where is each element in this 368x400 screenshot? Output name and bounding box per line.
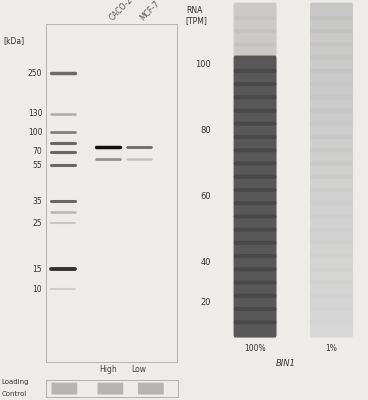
FancyBboxPatch shape — [234, 267, 277, 285]
FancyBboxPatch shape — [310, 16, 353, 33]
FancyBboxPatch shape — [310, 201, 353, 218]
Text: RNA
[TPM]: RNA [TPM] — [186, 6, 208, 25]
Text: Low: Low — [131, 364, 146, 374]
FancyBboxPatch shape — [310, 267, 353, 285]
FancyBboxPatch shape — [234, 108, 277, 126]
Text: 80: 80 — [201, 126, 211, 135]
Text: 130: 130 — [28, 109, 42, 118]
Text: 40: 40 — [201, 258, 211, 267]
FancyBboxPatch shape — [234, 82, 277, 100]
FancyBboxPatch shape — [234, 162, 277, 179]
Text: 10: 10 — [33, 285, 42, 294]
Text: 70: 70 — [33, 147, 42, 156]
FancyBboxPatch shape — [138, 383, 164, 394]
Text: 60: 60 — [201, 192, 211, 201]
Text: [kDa]: [kDa] — [3, 36, 24, 45]
FancyBboxPatch shape — [234, 214, 277, 232]
FancyBboxPatch shape — [234, 29, 277, 46]
Text: MCF-7: MCF-7 — [139, 0, 162, 23]
FancyBboxPatch shape — [234, 175, 277, 192]
Text: 250: 250 — [28, 68, 42, 78]
FancyBboxPatch shape — [310, 280, 353, 298]
FancyBboxPatch shape — [310, 228, 353, 245]
Text: 100: 100 — [196, 60, 211, 69]
Text: Control: Control — [2, 391, 27, 397]
FancyBboxPatch shape — [234, 3, 277, 20]
FancyBboxPatch shape — [234, 122, 277, 139]
FancyBboxPatch shape — [234, 294, 277, 311]
Text: 100%: 100% — [244, 344, 266, 353]
FancyBboxPatch shape — [234, 16, 277, 33]
FancyBboxPatch shape — [234, 69, 277, 86]
FancyBboxPatch shape — [310, 294, 353, 311]
FancyBboxPatch shape — [234, 241, 277, 258]
FancyBboxPatch shape — [234, 56, 277, 73]
FancyBboxPatch shape — [234, 95, 277, 113]
Text: 100: 100 — [28, 128, 42, 137]
FancyBboxPatch shape — [52, 383, 77, 394]
FancyBboxPatch shape — [310, 108, 353, 126]
FancyBboxPatch shape — [234, 228, 277, 245]
FancyBboxPatch shape — [46, 380, 178, 397]
FancyBboxPatch shape — [310, 148, 353, 166]
FancyBboxPatch shape — [310, 95, 353, 113]
FancyBboxPatch shape — [310, 69, 353, 86]
FancyBboxPatch shape — [234, 148, 277, 166]
FancyBboxPatch shape — [310, 188, 353, 205]
FancyBboxPatch shape — [310, 162, 353, 179]
FancyBboxPatch shape — [310, 254, 353, 272]
Text: 25: 25 — [33, 219, 42, 228]
FancyBboxPatch shape — [310, 42, 353, 60]
Text: CACO-2: CACO-2 — [108, 0, 135, 23]
FancyBboxPatch shape — [234, 188, 277, 205]
FancyBboxPatch shape — [310, 307, 353, 324]
FancyBboxPatch shape — [310, 3, 353, 20]
FancyBboxPatch shape — [310, 29, 353, 46]
FancyBboxPatch shape — [98, 383, 123, 394]
FancyBboxPatch shape — [310, 56, 353, 73]
Text: High: High — [99, 364, 117, 374]
FancyBboxPatch shape — [310, 214, 353, 232]
Text: 15: 15 — [33, 264, 42, 274]
FancyBboxPatch shape — [310, 82, 353, 100]
Text: 20: 20 — [201, 298, 211, 307]
FancyBboxPatch shape — [234, 280, 277, 298]
FancyBboxPatch shape — [310, 122, 353, 139]
Text: 35: 35 — [33, 197, 42, 206]
FancyBboxPatch shape — [310, 135, 353, 152]
Text: 1%: 1% — [326, 344, 337, 353]
Text: BIN1: BIN1 — [276, 359, 296, 368]
FancyBboxPatch shape — [234, 201, 277, 218]
FancyBboxPatch shape — [310, 320, 353, 338]
Text: Loading: Loading — [2, 379, 29, 385]
FancyBboxPatch shape — [310, 241, 353, 258]
FancyBboxPatch shape — [310, 175, 353, 192]
FancyBboxPatch shape — [234, 254, 277, 272]
FancyBboxPatch shape — [234, 42, 277, 60]
FancyBboxPatch shape — [234, 307, 277, 324]
Text: 55: 55 — [33, 161, 42, 170]
FancyBboxPatch shape — [234, 320, 277, 338]
FancyBboxPatch shape — [234, 135, 277, 152]
